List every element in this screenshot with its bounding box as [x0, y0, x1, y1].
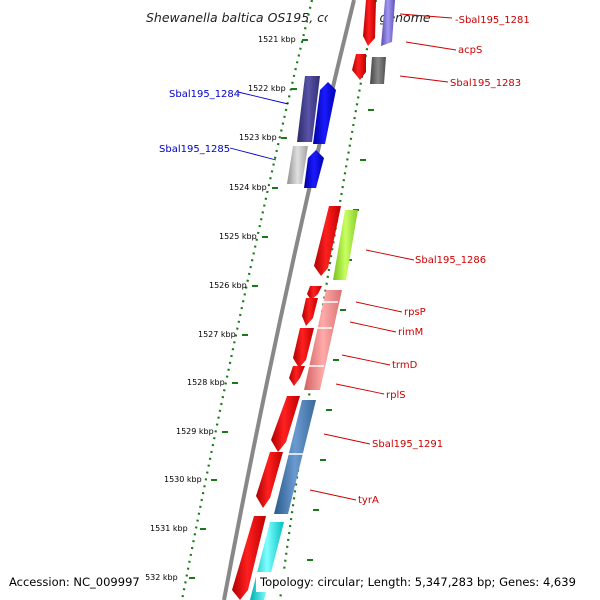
tick-label: 1528 kbp [187, 378, 225, 387]
leader-lines [229, 13, 457, 501]
gene-arrow-sbal195-1281-rev[interactable] [381, 0, 395, 46]
tick-label: 1532 kbp [140, 573, 178, 582]
tick-label: 1527 kbp [198, 330, 236, 339]
gene-label-tyra[interactable]: tyrA [358, 495, 379, 506]
tick-label: 1522 kbp [248, 84, 286, 93]
gene-label-sbal195-1281[interactable]: -Sbal195_1281 [455, 15, 530, 26]
gene-label-sbal195-1285[interactable]: Sbal195_1285 [159, 144, 230, 155]
gene-arrow-tyra[interactable] [256, 452, 283, 508]
tick-labels: 1521 kbp 1522 kbp 1523 kbp 1524 kbp 1525… [140, 35, 296, 582]
gene-arrow-rpsp[interactable] [307, 286, 322, 300]
gene-arrow-rpls[interactable] [289, 366, 305, 386]
gene-label-sbal195-1286[interactable]: Sbal195_1286 [415, 255, 486, 266]
tick-label: 1526 kbp [209, 281, 247, 290]
gene-arrow-sbal195-1281-fwd[interactable] [363, 0, 376, 46]
tick-label: 1530 kbp [164, 475, 202, 484]
tick-label: 1521 kbp [258, 35, 296, 44]
gene-label-acps[interactable]: acpS [458, 45, 482, 56]
gene-arrow-sbal195-1284[interactable] [297, 76, 320, 142]
gene-arrow-bottom-red[interactable] [232, 516, 266, 600]
tick-label: 1529 kbp [176, 427, 214, 436]
tick-ring-inner [278, 0, 378, 600]
gene-label-rpls[interactable]: rplS [386, 390, 406, 401]
gene-arrow-sbal195-1286[interactable] [314, 206, 341, 276]
gene-arrow-sbal195-1284-blue[interactable] [313, 82, 336, 144]
gene-label-trmd[interactable]: trmD [392, 360, 418, 371]
tick-label: 1523 kbp [239, 133, 277, 142]
tick-label: 1531 kbp [150, 524, 188, 533]
gene-track-steel[interactable] [274, 400, 316, 514]
tick-marks [189, 39, 308, 579]
gene-label-sbal195-1284[interactable]: Sbal195_1284 [169, 89, 240, 100]
gene-track-pink[interactable] [304, 290, 342, 390]
gene-labels: -Sbal195_1281 acpS Sbal195_1283 Sbal195_… [159, 15, 530, 506]
gene-arrow-rimm[interactable] [302, 298, 318, 326]
gene-label-rimm[interactable]: rimM [398, 327, 423, 338]
footer-accession-bg [6, 572, 146, 592]
gene-label-sbal195-1283[interactable]: Sbal195_1283 [450, 78, 521, 89]
gene-arrow-trmd[interactable] [293, 328, 314, 368]
gene-arrow-acps[interactable] [352, 54, 366, 80]
summary-text: Topology: circular; Length: 5,347,283 bp… [259, 575, 576, 589]
gene-arrow-sbal195-1286-lime[interactable] [333, 210, 358, 280]
gene-label-sbal195-1291[interactable]: Sbal195_1291 [372, 439, 443, 450]
gene-arrow-sbal195-1285[interactable] [287, 146, 308, 184]
genome-backbone [222, 0, 356, 600]
accession-text: Accession: NC_009997 [9, 575, 140, 589]
gene-arrow-sbal195-1283[interactable] [370, 57, 386, 84]
gene-label-rpsp[interactable]: rpsP [404, 307, 426, 318]
gene-arrow-sbal195-1291[interactable] [271, 396, 300, 452]
tick-label: 1525 kbp [219, 232, 257, 241]
footer-summary-bg [256, 572, 596, 592]
tick-label: 1524 kbp [229, 183, 267, 192]
gene-arrow-sbal195-1285-blue[interactable] [304, 150, 324, 188]
